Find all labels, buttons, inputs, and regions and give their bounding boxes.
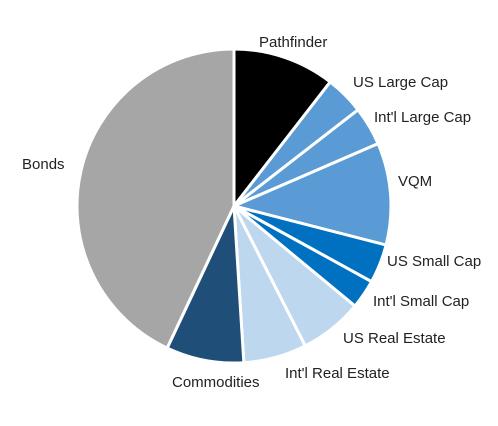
label-us-large-cap: US Large Cap [353, 74, 448, 91]
label-intl-small-cap: Int'l Small Cap [373, 293, 469, 310]
label-pathfinder: Pathfinder [259, 34, 327, 51]
label-us-small-cap: US Small Cap [387, 253, 481, 270]
label-intl-large-cap: Int'l Large Cap [374, 109, 471, 126]
slice-vqm [232, 142, 393, 247]
label-commodities: Commodities [172, 374, 260, 391]
label-us-real-estate: US Real Estate [343, 330, 446, 347]
slice-pathfinder [232, 47, 332, 208]
slice-bonds [75, 47, 236, 350]
label-intl-real-estate: Int'l Real Estate [285, 365, 390, 382]
pie-slices [75, 47, 393, 365]
label-vqm: VQM [398, 173, 432, 190]
slice-labels: Pathfinder US Large Cap Int'l Large Cap … [22, 34, 481, 391]
label-bonds: Bonds [22, 156, 65, 173]
